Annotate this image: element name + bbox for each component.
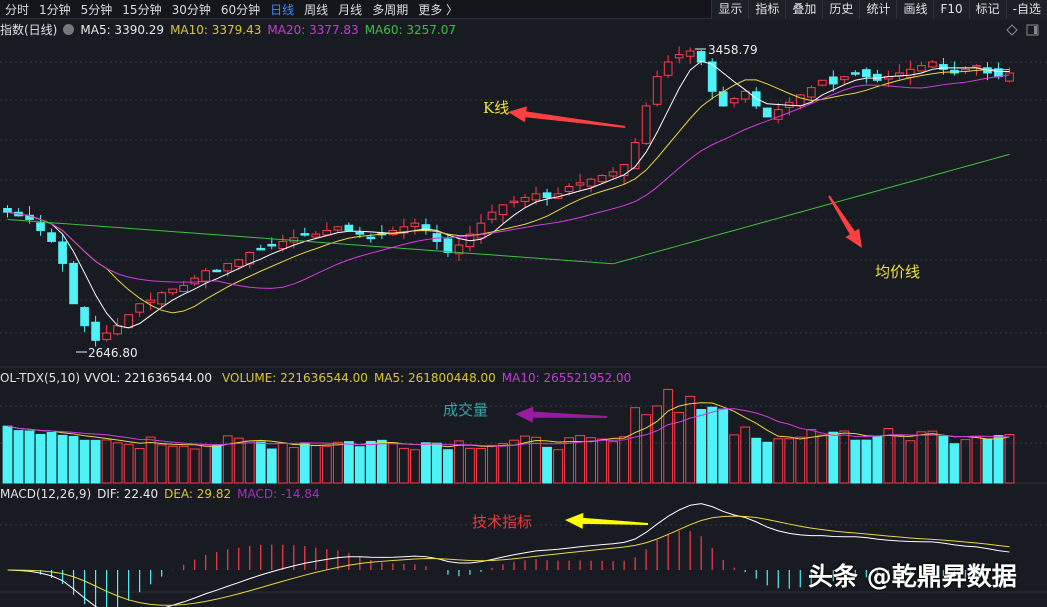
macd-legend: MACD(12,26,9) DIF: 22.40 DEA: 29.82 MACD… bbox=[0, 487, 326, 501]
vol-ma10-value: MA10: 265521952.00 bbox=[501, 371, 632, 385]
annotation-ma-line: 均价线 bbox=[875, 263, 921, 281]
period-tab[interactable]: 周线 bbox=[304, 2, 329, 17]
tool-button[interactable]: F10 bbox=[933, 0, 969, 19]
tool-button[interactable]: 历史 bbox=[822, 0, 860, 19]
macd-value: MACD: -14.84 bbox=[237, 487, 320, 501]
tool-button[interactable]: 显示 bbox=[711, 0, 749, 19]
tool-button[interactable]: 统计 bbox=[859, 0, 897, 19]
panel-icons bbox=[1006, 24, 1039, 36]
panel-toggle-icon[interactable] bbox=[1026, 24, 1039, 36]
ma10-value: MA10: 3379.43 bbox=[170, 22, 262, 37]
annotation-kline: K线 bbox=[483, 99, 510, 117]
dea-value: DEA: 29.82 bbox=[164, 487, 232, 501]
period-tab[interactable]: 多周期 bbox=[372, 2, 409, 17]
dif-value: DIF: 22.40 bbox=[97, 487, 159, 501]
settings-dot-icon[interactable] bbox=[63, 24, 75, 35]
svg-text:2646.80: 2646.80 bbox=[88, 346, 138, 360]
period-tab[interactable]: 月线 bbox=[338, 2, 363, 17]
annotation-volume: 成交量 bbox=[443, 401, 489, 419]
tool-button[interactable]: 叠加 bbox=[785, 0, 823, 19]
period-tab[interactable]: 分时 bbox=[5, 2, 30, 17]
tool-button[interactable]: 画线 bbox=[896, 0, 934, 19]
tool-menu: 显示 指标 叠加 历史 统计 画线 F10 标记 -自选 bbox=[711, 0, 1047, 19]
period-tabs: 分时 1分钟 5分钟 15分钟 30分钟 60分钟 日线 周线 月线 多周期 更多 〉 bbox=[0, 1, 463, 18]
svg-text:3458.79: 3458.79 bbox=[708, 43, 758, 57]
annotation-indicator: 技术指标 bbox=[472, 513, 533, 531]
ma5-value: MA5: 3390.29 bbox=[80, 22, 165, 37]
vol-ma5-value: MA5: 261800448.00 bbox=[373, 371, 496, 385]
price-panel-title: 指数(日线) bbox=[0, 23, 58, 37]
volume-legend: OL-TDX(5,10) VVOL: 221636544.00 VOLUME: … bbox=[0, 371, 637, 385]
period-tab[interactable]: 30分钟 bbox=[171, 2, 211, 17]
watermark: 头条 @乾鼎昇数据 bbox=[808, 562, 1017, 591]
period-tab[interactable]: 更多 〉 bbox=[418, 2, 459, 17]
period-tab[interactable]: 60分钟 bbox=[220, 2, 261, 17]
period-tab[interactable]: 日线 bbox=[270, 2, 295, 17]
period-tab[interactable]: 15分钟 bbox=[122, 2, 162, 17]
tool-button[interactable]: -自选 bbox=[1005, 0, 1047, 19]
period-tab[interactable]: 1分钟 bbox=[39, 2, 71, 17]
ma60-value: MA60: 3257.07 bbox=[364, 22, 456, 37]
volume-value: VOLUME: 221636544.00 bbox=[222, 371, 368, 385]
tool-button[interactable]: 标记 bbox=[968, 0, 1006, 19]
macd-panel-title: MACD(12,26,9) bbox=[0, 487, 92, 501]
vvol-value: VVOL: 221636544.00 bbox=[84, 371, 213, 385]
tool-button[interactable]: 指标 bbox=[748, 0, 786, 19]
period-tab[interactable]: 5分钟 bbox=[80, 2, 113, 17]
diamond-icon[interactable] bbox=[1006, 24, 1018, 36]
volume-panel-title: OL-TDX(5,10) bbox=[0, 371, 81, 385]
period-toolbar: 分时 1分钟 5分钟 15分钟 30分钟 60分钟 日线 周线 月线 多周期 更多 〉 显示 指标 叠加… bbox=[0, 0, 1047, 19]
ma20-value: MA20: 3377.83 bbox=[267, 22, 359, 37]
price-legend: 指数(日线) MA5: 3390.29 MA10: 3379.43 MA20: … bbox=[0, 21, 462, 38]
